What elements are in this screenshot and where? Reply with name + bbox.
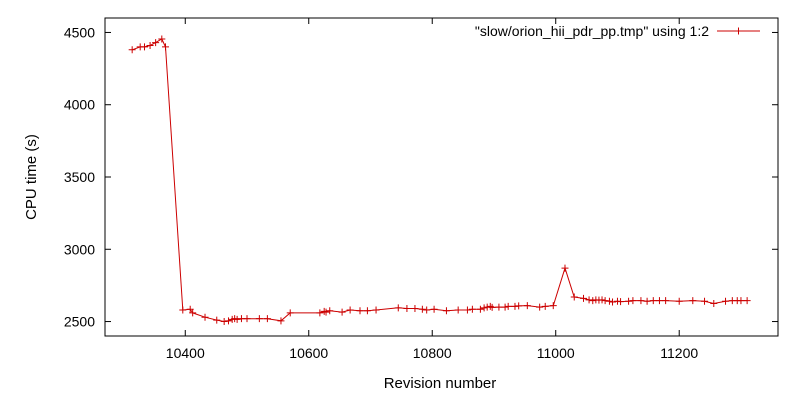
data-point-marker — [363, 307, 371, 315]
x-tick-label: 11200 — [660, 345, 698, 361]
data-point-marker — [418, 305, 426, 313]
data-point-marker — [442, 307, 450, 315]
data-point-marker — [737, 297, 745, 305]
y-tick-label: 4000 — [64, 97, 95, 113]
data-point-marker — [541, 302, 549, 310]
legend-label: "slow/orion_hii_pdr_pp.tmp" using 1:2 — [475, 23, 709, 39]
data-point-marker — [617, 298, 625, 306]
data-point-marker — [326, 307, 334, 315]
data-point-marker — [277, 317, 285, 325]
data-point-marker — [601, 297, 609, 305]
data-point-marker — [589, 297, 597, 305]
data-point-marker — [643, 297, 651, 305]
data-point-marker — [637, 297, 645, 305]
data-point-marker — [186, 305, 194, 313]
data-point-marker — [233, 315, 241, 323]
data-point-marker — [372, 306, 380, 314]
plot-frame — [104, 17, 779, 337]
data-point-marker — [536, 303, 544, 311]
data-point-marker — [710, 299, 718, 307]
data-point-marker — [501, 303, 509, 311]
data-point-marker — [488, 303, 496, 311]
data-point-marker — [322, 308, 330, 316]
x-axis: 10400 10600 10800 11000 11200 — [166, 18, 698, 361]
data-point-marker — [722, 297, 730, 305]
data-point-marker — [515, 302, 523, 310]
data-point-marker — [346, 306, 354, 314]
data-point-marker — [701, 297, 709, 305]
data-point-marker — [213, 316, 221, 324]
data-point-marker — [580, 294, 588, 302]
data-point-marker — [598, 296, 606, 304]
data-point-marker — [743, 297, 751, 305]
data-point-marker — [162, 43, 170, 51]
y-tick-label: 2500 — [64, 314, 95, 330]
data-point-marker — [316, 309, 324, 317]
data-point-marker — [220, 318, 228, 326]
y-tick-label: 3000 — [64, 241, 95, 257]
data-point-marker — [189, 309, 197, 317]
data-point-marker — [430, 305, 438, 313]
y-axis-title: CPU time (s) — [23, 134, 40, 220]
data-point-marker — [662, 297, 670, 305]
data-point-marker — [338, 308, 346, 316]
data-point-marker — [454, 306, 462, 314]
data-point-marker — [480, 304, 488, 312]
data-point-marker — [255, 315, 263, 323]
legend-marker-plus — [735, 27, 742, 35]
legend-marker — [735, 27, 742, 35]
data-point-marker — [179, 306, 187, 314]
data-point-marker — [570, 293, 578, 301]
data-point-marker — [201, 313, 209, 321]
series-line — [132, 38, 748, 323]
data-point-marker — [689, 297, 697, 305]
data-point-marker — [504, 302, 512, 310]
data-point-marker — [224, 317, 232, 325]
data-point-marker — [141, 43, 149, 51]
x-tick-label: 11000 — [537, 345, 575, 361]
data-point-marker — [549, 302, 557, 310]
data-point-marker — [476, 305, 484, 313]
legend: "slow/orion_hii_pdr_pp.tmp" using 1:2 — [475, 23, 760, 39]
data-point-marker — [158, 35, 166, 43]
data-point-marker — [675, 297, 683, 305]
data-point-marker — [411, 305, 419, 313]
data-point-marker — [609, 298, 617, 306]
data-point-marker — [128, 46, 136, 54]
data-point-marker — [320, 307, 328, 315]
x-axis-title: Revision number — [384, 375, 497, 392]
data-point-marker — [286, 309, 294, 317]
data-point-marker — [263, 315, 271, 323]
data-point-marker — [625, 297, 633, 305]
y-tick-label: 4500 — [64, 24, 95, 40]
x-tick-label: 10600 — [289, 345, 328, 361]
data-point-marker — [146, 41, 154, 49]
data-point-marker — [486, 302, 494, 310]
data-point-marker — [495, 303, 503, 311]
y-axis: 2500 3000 3500 4000 4500 — [64, 24, 778, 330]
data-point-marker — [655, 297, 663, 305]
data-point-marker — [403, 305, 411, 313]
data-point-marker — [356, 307, 364, 315]
data-point-marker — [605, 297, 613, 305]
data-point-marker — [649, 297, 657, 305]
data-point-marker — [561, 264, 569, 272]
data-point-marker — [463, 306, 471, 314]
series-layer — [128, 35, 751, 326]
data-point-marker — [152, 39, 160, 47]
data-point-marker — [523, 302, 531, 310]
data-point-marker — [629, 297, 637, 305]
x-tick-label: 10800 — [413, 345, 452, 361]
data-point-marker — [243, 315, 251, 323]
data-point-marker — [585, 296, 593, 304]
data-point-marker — [423, 306, 431, 314]
data-point-marker — [468, 305, 476, 313]
data-point-marker — [394, 304, 402, 312]
y-tick-label: 3500 — [64, 169, 95, 185]
x-tick-label: 10400 — [166, 345, 205, 361]
